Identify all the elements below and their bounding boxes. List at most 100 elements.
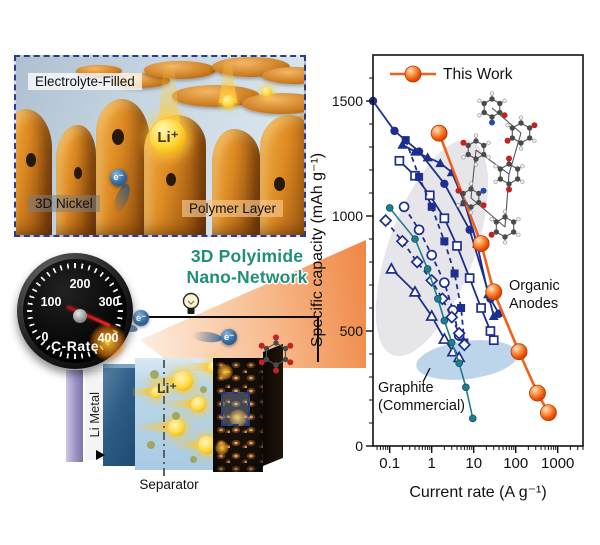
circuit-wire-horizontal: [147, 316, 319, 318]
li-ion-comet-tail: [162, 400, 198, 408]
li-ion-comet: [173, 371, 193, 391]
region-organic-anodes-cluster: [375, 139, 489, 357]
pore: [166, 173, 176, 186]
svg-text:0.1: 0.1: [379, 455, 400, 472]
electron-label: e⁻: [135, 312, 147, 324]
light-bulb-icon: [182, 292, 200, 314]
li-ion-comet-tail: [141, 377, 183, 385]
li-ion-comet: [198, 436, 216, 454]
series-organic-anode-4: [401, 136, 469, 347]
series-this-work: [430, 124, 557, 422]
svg-text:Graphite: Graphite: [378, 380, 434, 396]
gauge-tick-label: 400: [97, 331, 119, 345]
gauge-title: C-Rate: [50, 338, 100, 354]
pore: [274, 177, 285, 191]
separator-line: [163, 360, 165, 480]
li-metal-electrode: [103, 364, 135, 466]
chart-regions: [375, 139, 518, 380]
svg-text:Current rate (A g⁻¹): Current rate (A g⁻¹): [409, 484, 546, 501]
svg-text:This Work: This Work: [443, 66, 513, 83]
li-ion-label: Li⁺: [157, 129, 179, 146]
nickel-disk: [172, 85, 260, 107]
zoom-region-box: [221, 392, 250, 426]
nickel-disk: [242, 93, 304, 114]
electron-label: e⁻: [113, 172, 124, 183]
nickel-label: 3D Nickel: [28, 195, 100, 212]
chart-legend: This Work: [390, 65, 513, 83]
nickel-pillar: [96, 99, 150, 235]
electrode-structure-panel: Li⁺ e⁻ Electrolyte-Filled 3D Nickel Poly…: [14, 55, 306, 237]
pointer-triangle: [96, 450, 105, 460]
electrolyte-dot: [150, 370, 159, 379]
nickel-disk: [144, 61, 216, 79]
nickel-pillar: [260, 115, 304, 235]
li-ion-comet: [190, 396, 206, 412]
nickel-disk: [262, 67, 304, 84]
li-ion-label: Li⁺: [157, 380, 177, 396]
svg-text:10: 10: [465, 455, 482, 472]
series-organic-anode-7: [385, 262, 466, 363]
pore: [74, 167, 82, 179]
nickel-pillar: [56, 125, 96, 235]
current-collector-bar: [66, 370, 83, 462]
svg-text:100: 100: [503, 455, 528, 472]
separator-label: Separator: [139, 477, 199, 492]
series-organic-anode-6: [379, 214, 471, 352]
gauge-glow: [89, 323, 127, 361]
li-ion-comet-tail: [173, 441, 207, 449]
gauge-hub: [73, 309, 87, 323]
electrolyte-dot: [172, 412, 180, 420]
series-organic-anode-3: [394, 155, 499, 346]
circuit-wire-vertical: [317, 316, 319, 362]
svg-text:1000: 1000: [332, 208, 363, 224]
li-ion: Li⁺: [150, 119, 186, 155]
pore: [26, 153, 36, 167]
series-organic-anode-5: [398, 201, 465, 341]
svg-text:Anodes: Anodes: [509, 296, 558, 312]
svg-text:1500: 1500: [332, 93, 363, 109]
headline: 3D Polyimide Nano-Network: [142, 246, 352, 288]
nickel-pillar: [212, 129, 260, 235]
series-graphite: [385, 204, 477, 423]
annotation-pointer: [422, 367, 431, 383]
electrode-glow: [215, 441, 229, 455]
gauge-tick-label: 0: [41, 330, 49, 344]
svg-text:0: 0: [355, 438, 363, 454]
electrolyte-dot: [190, 456, 197, 463]
series-organic-anode-1: [368, 96, 504, 318]
annotation-graphite: Graphite (Commercial): [378, 380, 465, 414]
pore: [112, 129, 124, 145]
svg-text:(Commercial): (Commercial): [378, 398, 465, 414]
headline-line-2: Nano-Network: [186, 267, 308, 287]
electron-label: e⁻: [223, 331, 235, 343]
li-ion-comet: [167, 418, 185, 436]
electrolyte-dot: [147, 441, 155, 449]
li-ion-small: [262, 87, 272, 97]
li-metal-label: Li Metal: [86, 392, 102, 438]
electrolyte-dot: [200, 386, 207, 393]
gauge-face: 0 100 200 300 400 C-Rate: [23, 259, 127, 363]
nickel-pillar: [16, 109, 52, 235]
electrode-glow: [229, 409, 247, 427]
svg-text:1: 1: [428, 455, 436, 472]
electrolyte-filled-label: Electrolyte-Filled: [28, 73, 142, 90]
headline-line-1: 3D Polyimide: [190, 246, 304, 266]
li-metal-strip: Li Metal: [85, 370, 103, 460]
region-graphite-commercial: [416, 340, 518, 380]
svg-text:1000: 1000: [541, 455, 574, 472]
li-ion-small: [222, 95, 235, 108]
polymer-layer-label: Polymer Layer: [182, 200, 284, 217]
li-ion-comet-tail: [136, 423, 176, 431]
gauge-tick-label: 300: [98, 295, 120, 309]
li-ion-comet: [150, 386, 162, 398]
li-ion-comet-tail: [130, 388, 156, 396]
electron-badge: e⁻: [221, 329, 237, 345]
series-organic-anode-2: [397, 139, 499, 321]
annotation-organic: Organic Anodes: [509, 278, 560, 312]
gauge-tick-label: 100: [40, 295, 62, 309]
li-ion-comet-tail: [184, 363, 214, 371]
electron-badge: e⁻: [110, 169, 127, 186]
gauge-tick-label: 200: [69, 277, 91, 291]
electron-badge: e⁻: [133, 310, 149, 326]
